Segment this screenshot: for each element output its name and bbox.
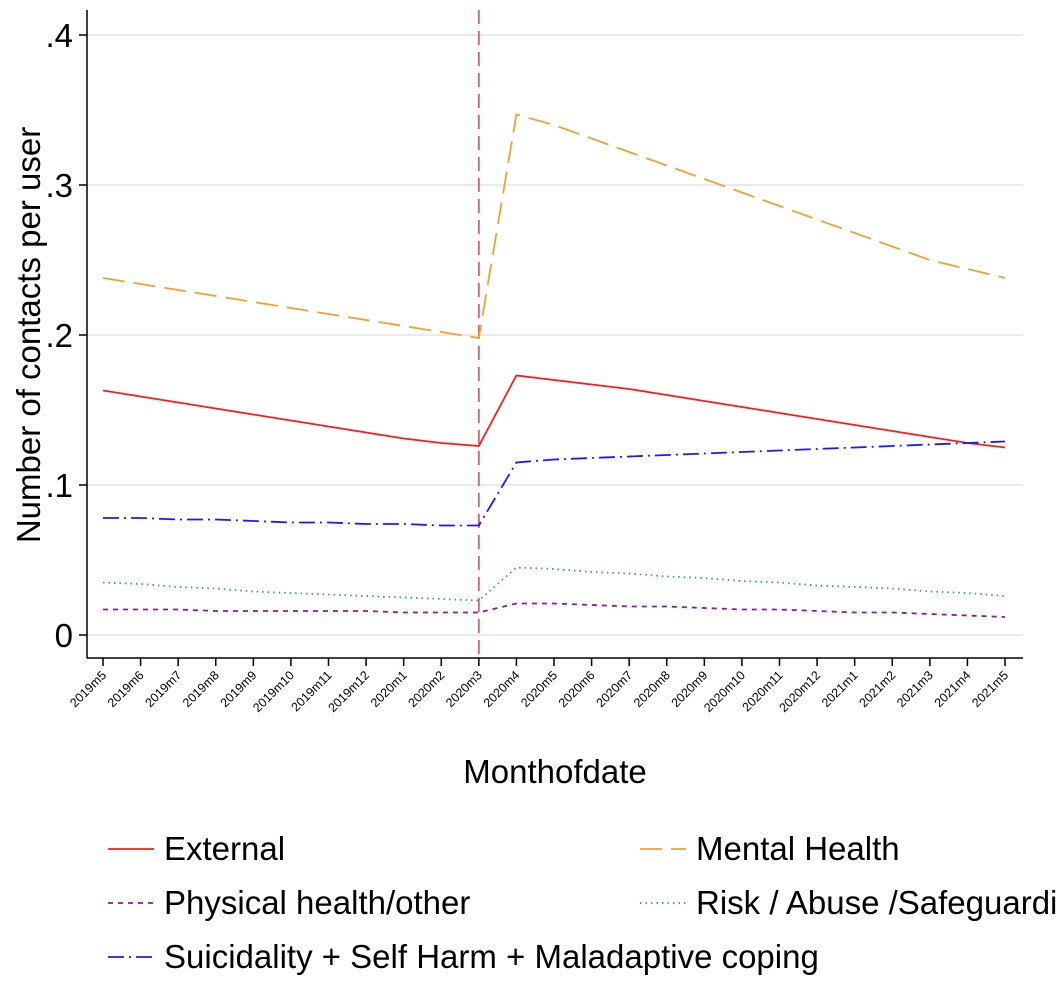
y-tick-label: .4 xyxy=(45,17,73,54)
x-tick-label: 2020m7 xyxy=(593,668,635,710)
series-line xyxy=(103,376,1005,448)
x-tick-label: 2019m12 xyxy=(325,668,372,715)
legend-label: Suicidality + Self Harm + Maladaptive co… xyxy=(164,938,819,975)
y-tick-label: .3 xyxy=(45,167,73,204)
gridlines xyxy=(87,35,1023,635)
y-axis-label: Number of contacts per user xyxy=(10,127,47,543)
x-tick-label: 2019m10 xyxy=(250,668,297,715)
x-tick-label: 2019m7 xyxy=(142,668,184,710)
series-line xyxy=(103,442,1005,526)
legend-label: Risk / Abuse /Safeguarding xyxy=(696,884,1057,921)
x-tick-label: 2020m3 xyxy=(443,668,485,710)
series-line xyxy=(103,568,1005,601)
legend-label: Physical health/other xyxy=(164,884,470,921)
x-tick-label: 2020m5 xyxy=(518,668,560,710)
legend-label: Mental Health xyxy=(696,830,900,867)
x-tick-label: 2020m2 xyxy=(406,668,448,710)
x-tick-label: 2020m6 xyxy=(556,668,598,710)
legend-label: External xyxy=(164,830,285,867)
x-tick-label: 2020m10 xyxy=(701,668,748,715)
x-axis-label: Monthofdate xyxy=(463,753,646,790)
x-tick-label: 2021m3 xyxy=(894,668,936,710)
x-tick-label: 2020m12 xyxy=(776,668,823,715)
series-line xyxy=(103,115,1005,339)
x-tick-label: 2021m5 xyxy=(969,668,1011,710)
x-tick-label: 2020m1 xyxy=(368,668,410,710)
x-tick-label: 2019m6 xyxy=(105,668,147,710)
x-tick-label: 2021m2 xyxy=(857,668,899,710)
x-tick-label: 2020m8 xyxy=(631,668,673,710)
x-tick-label: 2021m1 xyxy=(819,668,861,710)
x-tick-label: 2021m4 xyxy=(932,668,974,710)
y-tick-label: .1 xyxy=(45,467,73,504)
x-axis-ticks: 2019m52019m62019m72019m82019m92019m10201… xyxy=(67,658,1011,715)
y-axis-ticks: 0 .1 .2 .3 .4 xyxy=(45,17,87,654)
axes xyxy=(87,10,1023,658)
x-tick-label: 2020m4 xyxy=(481,668,523,710)
x-tick-label: 2019m5 xyxy=(67,668,109,710)
x-tick-label: 2019m8 xyxy=(180,668,222,710)
series-lines xyxy=(103,115,1005,618)
y-tick-label: 0 xyxy=(55,617,73,654)
series-line xyxy=(103,604,1005,618)
y-tick-label: .2 xyxy=(45,317,73,354)
legend: External Mental Health Physical health/oth… xyxy=(108,830,1057,975)
